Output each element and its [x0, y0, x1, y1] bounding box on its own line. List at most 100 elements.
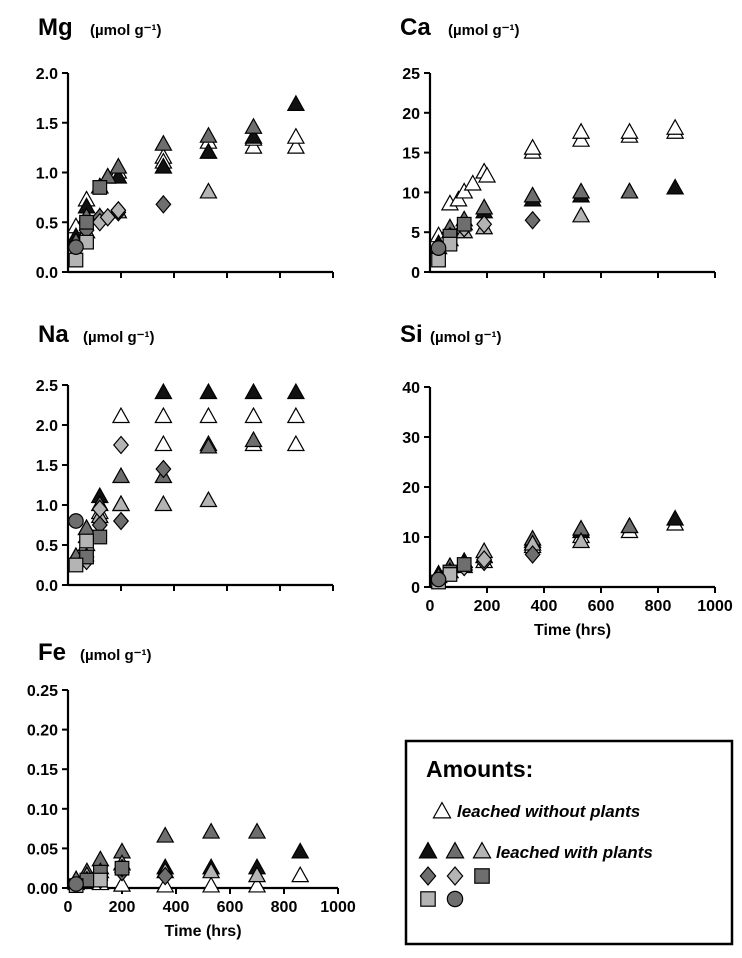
y-tick-label: 1.5	[36, 116, 58, 133]
legend-marker-darkgray-circle	[446, 890, 464, 908]
y-tick-label: 25	[402, 66, 420, 83]
legend-marker-darkgray-square	[474, 868, 490, 884]
data-point-darkgray-triangle	[199, 437, 218, 454]
legend-marker-open-triangle	[432, 801, 452, 819]
y-tick-label: 0.0	[36, 265, 58, 282]
data-point-lightgray-square	[68, 557, 84, 573]
data-point-lightgray-triangle	[571, 206, 591, 223]
x-tick-label: 1000	[320, 899, 356, 916]
legend-marker-lightgray-diamond	[446, 866, 464, 886]
data-point-darkgray-square	[92, 180, 108, 195]
x-tick-label: 400	[531, 598, 558, 615]
data-point-black-triangle	[286, 94, 305, 111]
y-tick-label: 10	[402, 530, 420, 547]
y-tick-label: 20	[402, 480, 420, 497]
data-point-open-triangle	[666, 118, 685, 135]
legend-markers	[418, 801, 492, 908]
data-point-lightgray-diamond	[99, 207, 116, 227]
data-point-darkgray-triangle	[571, 182, 591, 199]
data-point-lightgray-triangle	[571, 531, 591, 549]
data-point-darkgray-triangle	[154, 134, 173, 151]
x-tick-label: 200	[474, 598, 501, 615]
data-point-open-triangle	[286, 137, 305, 154]
data-point-open-triangle	[154, 406, 173, 424]
data-point-lightgray-triangle	[202, 862, 221, 879]
data-point-darkgray-diamond	[112, 511, 130, 531]
data-point-lightgray-diamond	[476, 550, 493, 569]
x-tick-label: 0	[426, 598, 435, 615]
y-tick-label: 20	[402, 106, 420, 123]
data-point-black-triangle	[666, 509, 685, 526]
legend-title: Amounts:	[426, 756, 533, 782]
data-point-open-triangle	[286, 406, 305, 424]
y-tick-label: 1.0	[36, 498, 58, 515]
plot-fe: 0.00 0.05 0.10 0.15 0.20 0.25 0 200 400 600 800 100…	[27, 683, 356, 940]
data-point-open-triangle	[571, 122, 591, 139]
data-point-open-triangle	[620, 122, 639, 139]
data-point-darkgray-triangle	[109, 157, 128, 174]
x-tick-label: 600	[217, 899, 244, 916]
data-point-darkgray-triangle	[475, 198, 494, 215]
plot-ca: 0 5 10 15 20 25	[402, 66, 716, 282]
panel-title-ca: Ca	[400, 14, 431, 41]
y-tick-label: 0.05	[27, 841, 58, 858]
y-tick-label: 1.5	[36, 458, 58, 475]
y-tick-label: 15	[402, 146, 420, 163]
x-axis-label: Time (hrs)	[534, 622, 611, 639]
legend-marker-darkgray-diamond	[419, 866, 437, 886]
data-point-lightgray-diamond	[476, 214, 493, 234]
data-point-open-triangle	[477, 166, 497, 183]
x-tick-label: 200	[109, 899, 136, 916]
data-point-darkgray-triangle	[620, 182, 639, 199]
data-point-open-triangle	[286, 434, 305, 452]
data-point-darkgray-triangle	[244, 430, 263, 448]
data-point-darkgray-diamond	[157, 866, 174, 886]
data-point-black-triangle	[286, 382, 305, 400]
data-point-darkgray-circle	[68, 876, 84, 892]
legend-marker-darkgray-triangle	[445, 841, 465, 859]
data-point-darkgray-square	[79, 214, 94, 230]
data-point-darkgray-triangle	[523, 186, 542, 203]
x-axis-label: Time (hrs)	[164, 923, 241, 940]
data-point-lightgray-square	[79, 533, 94, 549]
y-tick-label: 10	[402, 185, 420, 202]
data-point-open-triangle	[286, 127, 305, 144]
data-point-open-triangle	[455, 182, 474, 199]
data-point-darkgray-square	[114, 860, 130, 876]
data-point-open-triangle	[202, 876, 221, 893]
data-point-darkgray-diamond	[524, 545, 541, 564]
legend-box	[404, 739, 734, 946]
data-point-open-triangle	[247, 876, 267, 893]
data-point-lightgray-diamond	[91, 499, 108, 519]
data-point-lightgray-triangle	[247, 865, 267, 883]
data-point-darkgray-triangle	[247, 822, 267, 839]
y-tick-label: 0.0	[36, 578, 58, 595]
y-tick-label: 30	[402, 430, 420, 447]
data-point-darkgray-diamond	[524, 210, 541, 230]
panel-title-mg: Mg	[38, 14, 73, 41]
data-point-darkgray-diamond	[155, 194, 172, 214]
data-point-lightgray-triangle	[111, 494, 131, 512]
panel-title-fe: Fe	[38, 639, 66, 666]
data-point-lightgray-diamond	[112, 435, 130, 455]
panel-title-na: Na	[38, 321, 69, 348]
legend-without-label: leached without plants	[457, 802, 640, 821]
data-point-black-triangle	[666, 178, 685, 195]
panel-unit-mg: (µmol g⁻¹)	[90, 22, 162, 39]
panel-unit-fe: (µmol g⁻¹)	[80, 647, 152, 664]
data-point-open-triangle	[244, 137, 263, 154]
data-point-open-triangle	[291, 865, 310, 883]
y-tick-label: 0	[411, 580, 420, 597]
y-tick-label: 0.25	[27, 683, 58, 700]
y-tick-label: 2.0	[36, 418, 58, 435]
x-tick-label: 1000	[697, 598, 733, 615]
legend-marker-lightgray-triangle	[472, 841, 492, 859]
x-tick-label: 600	[588, 598, 615, 615]
data-point-black-triangle	[199, 382, 218, 400]
data-point-lightgray-triangle	[154, 494, 173, 512]
data-point-open-triangle	[571, 130, 591, 147]
data-point-open-triangle	[112, 875, 132, 892]
data-point-darkgray-circle	[430, 571, 447, 588]
plot-mg: 0.0 0.5 1.0 1.5 2.0	[36, 66, 334, 282]
data-point-darkgray-triangle	[244, 117, 263, 134]
